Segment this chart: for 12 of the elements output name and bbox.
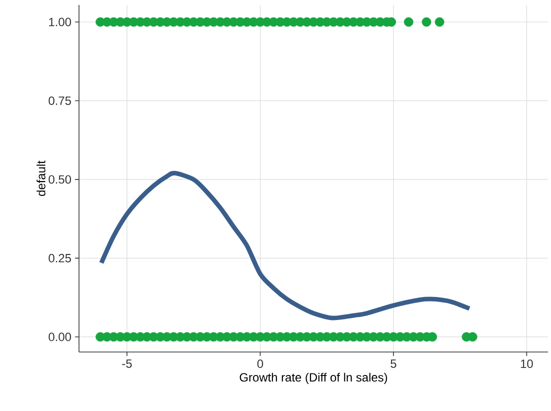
y-tick-label: 0.25 xyxy=(48,254,71,262)
y-tick-label: 0.75 xyxy=(48,96,71,105)
y-tick-label: 0.00 xyxy=(48,332,72,342)
x-tick-label: 0 xyxy=(257,360,264,368)
x-tick-label: 5 xyxy=(390,360,396,368)
x-tick-label: -5 xyxy=(122,360,132,368)
line-series xyxy=(99,170,472,320)
x-tick-label: 10 xyxy=(520,360,533,368)
y-axis-title: default xyxy=(36,160,46,196)
y-tick-label: 0.50 xyxy=(48,175,72,184)
y-tick-label: 1.00 xyxy=(49,18,72,26)
x-axis-title: Growth rate (Diff of ln sales) xyxy=(240,372,388,384)
